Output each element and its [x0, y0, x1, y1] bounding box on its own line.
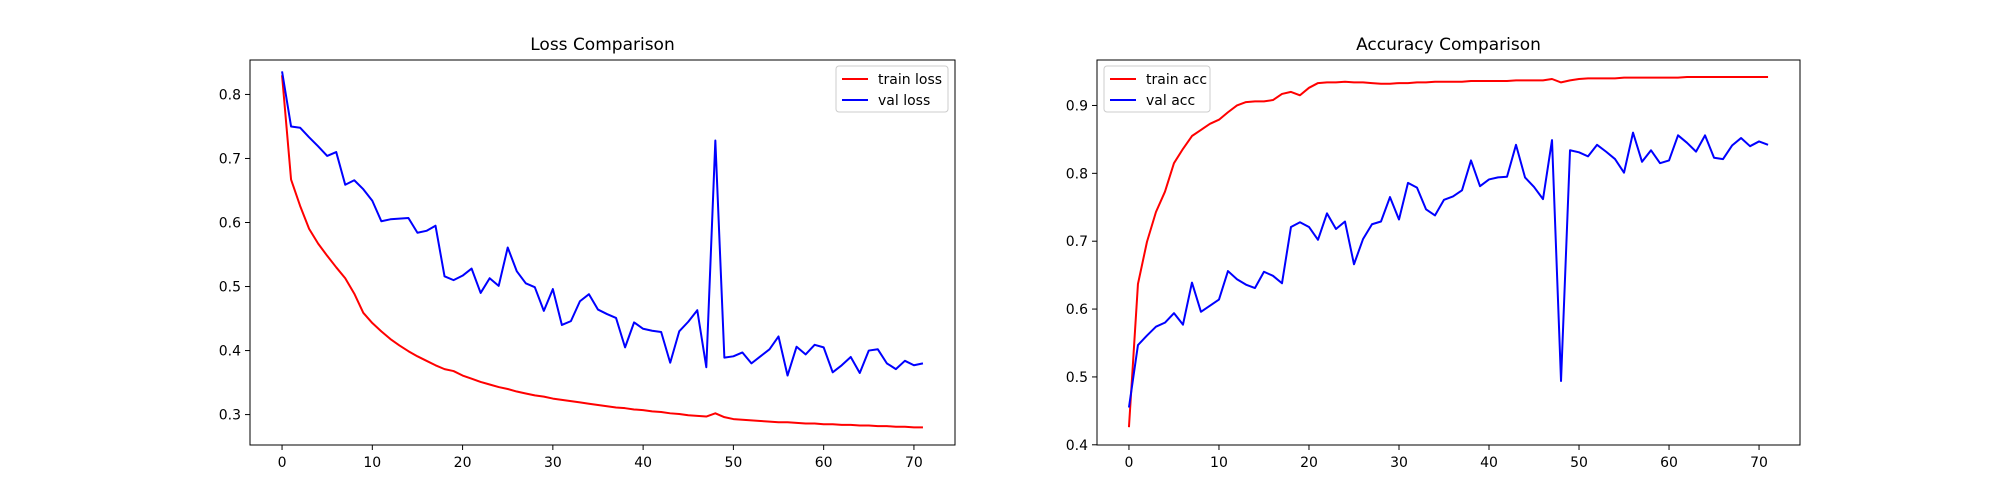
series-line-val-acc [1127, 131, 1769, 408]
y-tick-label: 0.8 [219, 87, 241, 103]
y-tick-label: 0.7 [219, 151, 241, 167]
x-tick-label: 0 [1124, 455, 1133, 471]
accuracy-comparison-chart: Accuracy Comparison 0 10 20 30 40 50 60 70 0.4 0.5… [1066, 35, 1801, 471]
loss-comparison-chart: Loss Comparison 0 10 20 30 40 50 60 70 0.3 0.4 0.5 0… [219, 35, 956, 471]
y-tick-label: 0.5 [219, 280, 241, 296]
series-line-train-loss [281, 75, 923, 429]
y-tick-label: 0.3 [219, 408, 241, 424]
legend-label: train acc [1146, 72, 1207, 88]
x-tick-label: 60 [1660, 455, 1678, 471]
y-tick-label: 0.7 [1066, 234, 1088, 250]
x-tick-label: 30 [544, 455, 562, 471]
y-tick-label: 0.4 [219, 344, 241, 360]
x-tick-label: 40 [634, 455, 652, 471]
series-line-train-acc [1127, 75, 1769, 428]
x-tick-label: 20 [1300, 455, 1318, 471]
x-tick-label: 70 [905, 455, 923, 471]
y-tick-label: 0.9 [1066, 98, 1088, 114]
x-tick-label: 10 [1210, 455, 1228, 471]
legend: train loss val loss [835, 65, 949, 113]
series-line-val-loss [281, 71, 924, 377]
y-tick-label: 0.5 [1066, 370, 1088, 386]
x-tick-label: 50 [724, 455, 742, 471]
plot-frame [1096, 59, 1801, 446]
y-tick-label: 0.4 [1066, 438, 1088, 454]
x-tick-label: 10 [363, 455, 381, 471]
x-tick-label: 40 [1480, 455, 1498, 471]
chart-title: Loss Comparison [530, 35, 674, 55]
chart-title: Accuracy Comparison [1356, 35, 1541, 55]
y-tick-label: 0.6 [219, 216, 241, 232]
x-tick-label: 20 [454, 455, 472, 471]
y-tick-label: 0.6 [1066, 302, 1088, 318]
plot-frame [249, 59, 956, 446]
legend-label: train loss [878, 72, 942, 88]
y-tick-label: 0.8 [1066, 166, 1088, 182]
x-tick-label: 70 [1750, 455, 1768, 471]
legend-label: val acc [1146, 93, 1195, 109]
x-tick-label: 0 [278, 455, 287, 471]
legend: train acc val acc [1103, 65, 1211, 113]
legend-label: val loss [878, 93, 930, 109]
x-tick-label: 50 [1570, 455, 1588, 471]
x-tick-label: 30 [1390, 455, 1408, 471]
x-tick-label: 60 [815, 455, 833, 471]
